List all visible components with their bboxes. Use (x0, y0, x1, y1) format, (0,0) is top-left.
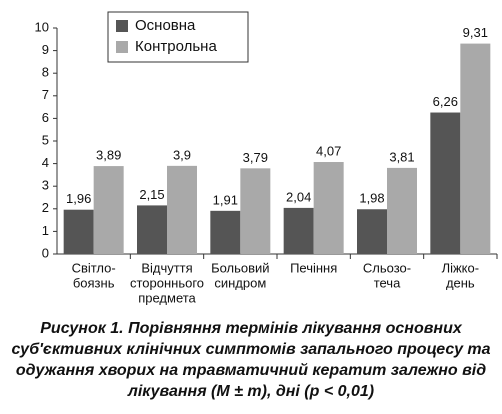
bar (387, 167, 417, 254)
x-tick-label: Сльозо- (363, 260, 411, 275)
value-label: 9,31 (463, 25, 488, 40)
x-tick-label: Ліжко- (442, 260, 480, 275)
x-tick-label: день (446, 275, 475, 290)
bar (313, 162, 344, 254)
bar (430, 112, 461, 254)
y-tick-label: 7 (42, 87, 49, 102)
x-tick-label: стороннього (130, 275, 204, 290)
y-tick-label: 4 (42, 155, 49, 170)
x-tick-label: предмета (138, 290, 196, 305)
x-tick-label: Печіння (290, 260, 337, 275)
x-tick-label: теча (374, 275, 401, 290)
y-tick-label: 2 (42, 200, 49, 215)
bar (240, 168, 271, 254)
y-tick-label: 5 (42, 132, 49, 147)
chart: 0 1 2 3 4 5 6 7 8 9 10 Світло-боязнь 1,96 3,89 Відчутт… (35, 11, 498, 305)
bar (357, 209, 387, 254)
legend-label: Основна (135, 17, 196, 34)
bar (210, 210, 241, 254)
x-tick-label: боязнь (73, 275, 115, 290)
x-tick-label: синдром (214, 275, 266, 290)
value-label: 3,9 (173, 147, 191, 162)
value-label: 4,07 (316, 143, 341, 158)
bar (63, 209, 94, 254)
bar (137, 205, 167, 254)
caption: Рисунок 1. Порівняння термінів лікування… (11, 320, 491, 400)
legend-box (107, 11, 249, 63)
value-label: 2,15 (139, 187, 164, 202)
y-tick-label: 1 (42, 223, 49, 238)
bar (460, 43, 491, 255)
value-label: 2,04 (286, 189, 311, 204)
value-label: 1,96 (66, 191, 91, 206)
legend-label: Контрольна (135, 38, 217, 55)
x-tick-label: Відчуття (141, 260, 192, 275)
y-tick-label: 10 (35, 19, 49, 34)
value-label: 3,79 (243, 150, 268, 165)
y-tick-label: 6 (42, 110, 49, 125)
value-label: 1,91 (213, 192, 238, 207)
bar (93, 166, 124, 254)
y-tick-label: 9 (42, 42, 49, 57)
bar (283, 207, 314, 254)
bar (167, 165, 197, 254)
y-tick-label: 3 (42, 178, 49, 193)
y-tick-label: 0 (42, 245, 49, 260)
legend-swatch (116, 41, 128, 53)
x-tick-label: Світло- (72, 260, 116, 275)
value-label: 1,98 (359, 191, 384, 206)
y-tick-label: 8 (42, 65, 49, 80)
value-label: 3,89 (96, 148, 121, 163)
value-label: 3,81 (389, 149, 414, 164)
value-label: 6,26 (433, 94, 458, 109)
legend-swatch (116, 20, 128, 32)
x-tick-label: Больовий (211, 260, 270, 275)
